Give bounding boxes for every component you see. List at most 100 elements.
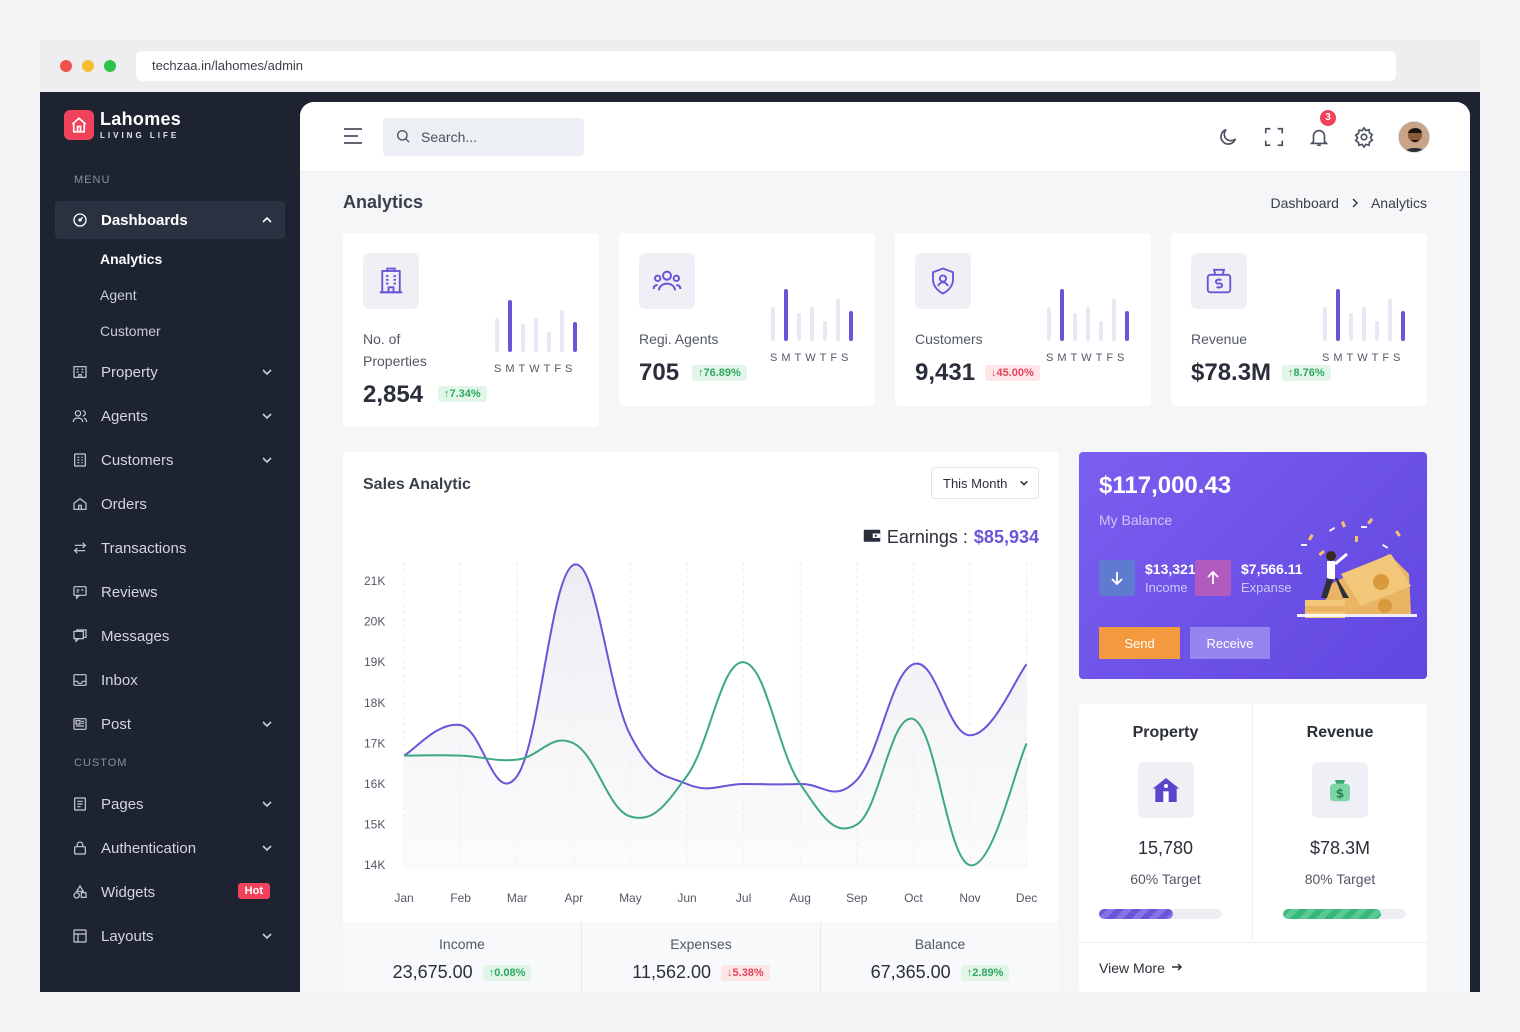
contacts-icon — [71, 451, 89, 469]
sidebar-item-pages[interactable]: Pages — [55, 785, 285, 823]
expense-label: Expanse — [1241, 580, 1292, 595]
users-icon — [639, 253, 695, 309]
main-content: 3 Analytics Dashboard Analytics No. o — [300, 102, 1470, 992]
sidebar-item-label: Reviews — [101, 583, 158, 601]
sidebar-item-post[interactable]: Post — [55, 705, 285, 743]
browser-window: techzaa.in/lahomes/admin Lahomes LIVING … — [40, 40, 1480, 992]
sidebar-subitem-agent[interactable]: Agent — [100, 287, 137, 303]
speedometer-icon — [71, 211, 89, 229]
sidebar-item-label: Layouts — [101, 927, 154, 945]
sidebar-item-customers[interactable]: Customers — [55, 441, 285, 479]
fullscreen-icon[interactable] — [1262, 125, 1286, 149]
minimize-window-button[interactable] — [82, 60, 94, 72]
svg-text:$: $ — [1336, 786, 1345, 801]
sidebar-item-label: Customers — [101, 451, 174, 469]
stat-card-revenue: Revenue $78.3M ↑8.76% SMTWTFS — [1171, 233, 1427, 406]
chevron-down-icon — [1019, 476, 1029, 491]
gear-icon[interactable] — [1352, 125, 1376, 149]
weekday-labels: SMTWTFS — [494, 363, 577, 375]
building-icon — [363, 253, 419, 309]
chevron-down-icon — [261, 453, 273, 470]
hot-badge: Hot — [237, 883, 270, 899]
address-bar[interactable]: techzaa.in/lahomes/admin — [136, 51, 1396, 81]
y-tick-label: 14K — [364, 858, 385, 872]
sidebar-item-label: Dashboards — [101, 211, 188, 229]
stat-change-badge: ↑76.89% — [692, 365, 747, 381]
property-revenue-card: Property 15,780 60% Target Revenue $ $78… — [1079, 704, 1427, 992]
menu-icon[interactable] — [343, 127, 363, 150]
sidebar-item-inbox[interactable]: Inbox — [55, 661, 285, 699]
app: Lahomes LIVING LIFE MENU Dashboards Anal… — [40, 92, 1480, 992]
y-tick-label: 20K — [364, 615, 385, 629]
sidebar-item-dashboards[interactable]: Dashboards — [55, 201, 285, 239]
chevron-down-icon — [261, 365, 273, 382]
change-badge: ↑2.89% — [960, 964, 1010, 981]
search-input[interactable] — [421, 129, 571, 145]
sidebar-item-label: Orders — [101, 495, 147, 513]
breadcrumb-dashboard[interactable]: Dashboard — [1270, 195, 1339, 211]
sidebar-item-orders[interactable]: Orders — [55, 485, 285, 523]
house-icon — [1137, 762, 1194, 818]
y-tick-label: 18K — [364, 696, 385, 710]
notification-badge: 3 — [1320, 110, 1336, 126]
sidebar-item-label: Agents — [101, 407, 148, 425]
shield-user-icon — [915, 253, 971, 309]
sidebar-item-widgets[interactable]: Widgets Hot — [55, 873, 285, 911]
stat-label: No. of Properties — [363, 331, 427, 369]
column-target: 60% Target — [1130, 871, 1201, 887]
x-tick-label: Mar — [507, 891, 528, 905]
home-icon — [71, 495, 89, 513]
sidebar-item-messages[interactable]: Messages — [55, 617, 285, 655]
sidebar-subitem-analytics[interactable]: Analytics — [100, 251, 163, 267]
y-tick-label: 16K — [364, 777, 385, 791]
stat-change-badge: ↓45.00% — [985, 365, 1040, 381]
stat-value: 705 — [639, 359, 680, 386]
property-column: Property 15,780 60% Target — [1079, 704, 1253, 940]
money-stack-illustration — [1297, 518, 1417, 618]
custom-section-label: CUSTOM — [74, 757, 128, 769]
earnings-value: $85,934 — [973, 527, 1039, 547]
period-label: This Month — [943, 475, 1008, 491]
progress-bar — [1283, 909, 1406, 919]
avatar[interactable] — [1398, 121, 1430, 153]
balance-value: $117,000.43 — [1099, 472, 1232, 499]
stat-value: 2,854 — [363, 381, 424, 408]
sidebar-item-authentication[interactable]: Authentication — [55, 829, 285, 867]
stat-change-badge: ↑7.34% — [438, 386, 487, 402]
balance-label: My Balance — [1099, 512, 1173, 528]
view-more-link[interactable]: View More — [1079, 942, 1427, 992]
mini-bar-chart — [1323, 285, 1405, 341]
balance-card: $117,000.43 My Balance — [1079, 452, 1427, 679]
chevron-down-icon — [261, 409, 273, 426]
chevron-right-icon — [1351, 195, 1359, 211]
close-window-button[interactable] — [60, 60, 72, 72]
stat-card-properties: No. of Properties 2,854 ↑7.34% SMTWTFS — [343, 233, 599, 427]
arrow-down-icon — [1099, 560, 1135, 596]
x-tick-label: Jan — [394, 891, 413, 905]
maximize-window-button[interactable] — [104, 60, 116, 72]
progress-bar — [1099, 909, 1222, 919]
series-area — [404, 564, 1027, 870]
moon-icon[interactable] — [1216, 125, 1240, 149]
stat-value: $78.3M — [1191, 359, 1272, 386]
wallet-icon — [863, 527, 881, 548]
y-tick-label: 17K — [364, 736, 385, 750]
sidebar-item-layouts[interactable]: Layouts — [55, 917, 285, 955]
pages-icon — [71, 795, 89, 813]
swap-icon — [71, 539, 89, 557]
sidebar-item-property[interactable]: Property — [55, 353, 285, 391]
sidebar-item-reviews[interactable]: Reviews — [55, 573, 285, 611]
stat-change-badge: ↑8.76% — [1282, 365, 1331, 381]
logo[interactable]: Lahomes LIVING LIFE — [64, 110, 181, 140]
search-box[interactable] — [383, 118, 584, 156]
bell-icon[interactable] — [1307, 125, 1331, 149]
chat-icon — [71, 583, 89, 601]
sidebar-item-label: Authentication — [101, 839, 197, 857]
money-bag-icon: $ — [1312, 762, 1368, 818]
period-dropdown[interactable]: This Month — [931, 467, 1039, 499]
send-button[interactable]: Send — [1099, 627, 1180, 659]
sidebar-item-transactions[interactable]: Transactions — [55, 529, 285, 567]
sidebar-item-agents[interactable]: Agents — [55, 397, 285, 435]
receive-button[interactable]: Receive — [1190, 627, 1270, 659]
sidebar-subitem-customer[interactable]: Customer — [100, 323, 161, 339]
